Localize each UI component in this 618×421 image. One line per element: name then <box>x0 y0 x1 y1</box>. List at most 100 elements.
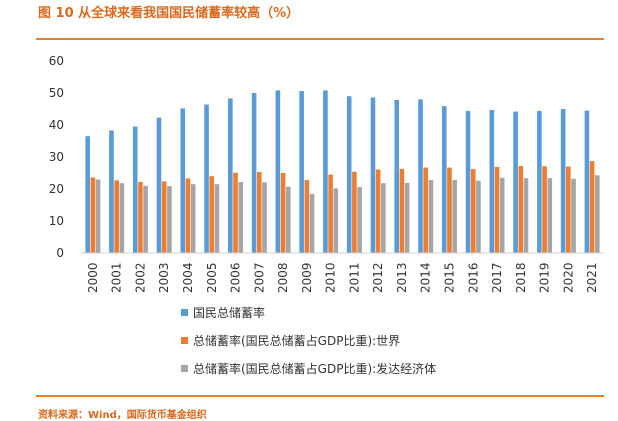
x-tick-label: 2012 <box>371 262 385 293</box>
y-tick-label: 40 <box>49 118 64 132</box>
x-tick-label: 2007 <box>252 262 266 293</box>
y-tick-label: 30 <box>49 150 64 164</box>
bar-2010-series-2 <box>328 174 333 253</box>
bar-2011-series-3 <box>357 187 362 253</box>
bar-2000-series-3 <box>95 179 101 253</box>
bar-2003-series-1 <box>156 117 162 253</box>
bar-2002-series-1 <box>132 126 138 253</box>
y-tick-label: 50 <box>49 86 64 100</box>
bar-2019-series-1 <box>537 110 542 253</box>
bar-2015-series-3 <box>452 180 457 253</box>
legend: 国民总储蓄率总储蓄率(国民总储蓄占GDP比重):世界总储蓄率(国民总储蓄占GDP… <box>181 305 436 376</box>
bar-2018-series-3 <box>523 178 529 253</box>
bar-2001-series-3 <box>119 183 125 253</box>
bar-2020-series-3 <box>571 178 576 253</box>
bar-2005-series-1 <box>204 104 209 254</box>
bar-2011-series-1 <box>346 96 352 253</box>
bar-2013-series-1 <box>394 100 400 253</box>
bar-2020-series-2 <box>566 166 571 253</box>
x-tick-label: 2000 <box>86 262 100 293</box>
bar-2014-series-3 <box>428 180 434 253</box>
bar-2016-series-2 <box>470 169 476 253</box>
bar-2002-series-3 <box>143 185 148 253</box>
bar-2005-series-2 <box>209 176 215 253</box>
legend-label-3: 总储蓄率(国民总储蓄占GDP比重):发达经济体 <box>193 361 436 376</box>
x-tick-label: 2011 <box>347 262 361 293</box>
x-tick-label: 2017 <box>490 262 504 293</box>
bar-2007-series-3 <box>262 182 267 253</box>
bar-2009-series-2 <box>304 180 310 253</box>
bar-2007-series-2 <box>257 172 262 253</box>
bar-2005-series-3 <box>214 184 220 253</box>
legend-label-1: 国民总储蓄率 <box>193 305 265 320</box>
bar-2004-series-3 <box>190 184 196 253</box>
source-footnote: 资料来源：Wind，国际货币基金组织 <box>38 410 207 421</box>
bar-2016-series-3 <box>476 180 481 253</box>
bar-2004-series-2 <box>185 178 191 253</box>
bar-2008-series-3 <box>285 186 291 253</box>
bar-2006-series-3 <box>238 181 244 253</box>
x-tick-label: 2001 <box>110 262 124 293</box>
bar-2006-series-2 <box>233 172 238 253</box>
x-tick-label: 2005 <box>205 262 219 293</box>
legend-swatch-1 <box>181 309 188 316</box>
x-tick-label: 2010 <box>324 262 338 293</box>
bar-2021-series-1 <box>584 110 590 253</box>
bar-2006-series-1 <box>228 98 233 253</box>
bar-2013-series-3 <box>404 182 410 253</box>
y-tick-label: 0 <box>56 246 64 260</box>
bar-2015-series-2 <box>447 167 452 253</box>
bar-2019-series-2 <box>542 166 547 253</box>
bar-2018-series-2 <box>518 165 524 253</box>
x-tick-label: 2003 <box>157 262 171 293</box>
x-tick-label: 2014 <box>419 262 433 293</box>
x-tick-label: 2006 <box>229 262 243 293</box>
bar-2002-series-2 <box>138 181 143 253</box>
bar-2014-series-2 <box>423 167 428 253</box>
x-tick-label: 2019 <box>538 262 552 293</box>
x-tick-label: 2013 <box>395 262 409 293</box>
y-axis: 0 10 20 30 40 50 60 <box>49 54 64 260</box>
bar-2013-series-2 <box>399 168 405 253</box>
bar-2009-series-1 <box>299 91 304 253</box>
bar-2018-series-1 <box>513 111 518 253</box>
bar-2021-series-2 <box>589 161 595 253</box>
bar-2012-series-2 <box>375 169 381 253</box>
bar-2009-series-3 <box>309 193 315 253</box>
x-tick-label: 2009 <box>300 262 314 293</box>
y-tick-label: 20 <box>49 182 64 196</box>
legend-label-2: 总储蓄率(国民总储蓄占GDP比重):世界 <box>193 333 400 348</box>
legend-swatch-3 <box>181 365 188 372</box>
top-rule <box>36 38 604 40</box>
bar-2017-series-3 <box>499 177 505 253</box>
bar-series-group <box>85 90 600 254</box>
bar-2003-series-2 <box>161 181 167 253</box>
bar-2020-series-1 <box>560 109 566 253</box>
x-tick-label: 2008 <box>276 262 290 293</box>
bar-2000-series-2 <box>90 177 96 253</box>
x-tick-label: 2015 <box>442 262 456 293</box>
x-tick-label: 2018 <box>514 262 528 293</box>
bar-2012-series-3 <box>381 183 386 253</box>
x-tick-label: 2021 <box>585 262 599 293</box>
bar-2019-series-3 <box>547 178 553 253</box>
bar-2004-series-1 <box>180 108 186 253</box>
bar-2017-series-2 <box>494 166 500 253</box>
bar-2001-series-1 <box>109 130 114 253</box>
bar-2017-series-1 <box>489 109 495 254</box>
y-tick-label: 10 <box>49 214 64 228</box>
figure-title: 图 10 从全球来看我国国民储蓄率较高（%） <box>38 6 300 21</box>
y-tick-label: 60 <box>49 54 64 68</box>
x-tick-label: 2016 <box>466 262 480 293</box>
x-tick-label: 2020 <box>561 262 575 293</box>
bar-2015-series-1 <box>441 106 447 254</box>
bar-2011-series-2 <box>352 171 357 253</box>
bar-2003-series-3 <box>167 186 172 253</box>
bar-2000-series-1 <box>85 136 90 253</box>
bar-2014-series-1 <box>418 99 423 254</box>
x-tick-label: 2004 <box>181 262 195 293</box>
bar-2001-series-2 <box>114 180 119 253</box>
bar-2007-series-1 <box>251 93 257 253</box>
bar-2010-series-3 <box>333 188 339 253</box>
bottom-rule <box>36 395 604 397</box>
